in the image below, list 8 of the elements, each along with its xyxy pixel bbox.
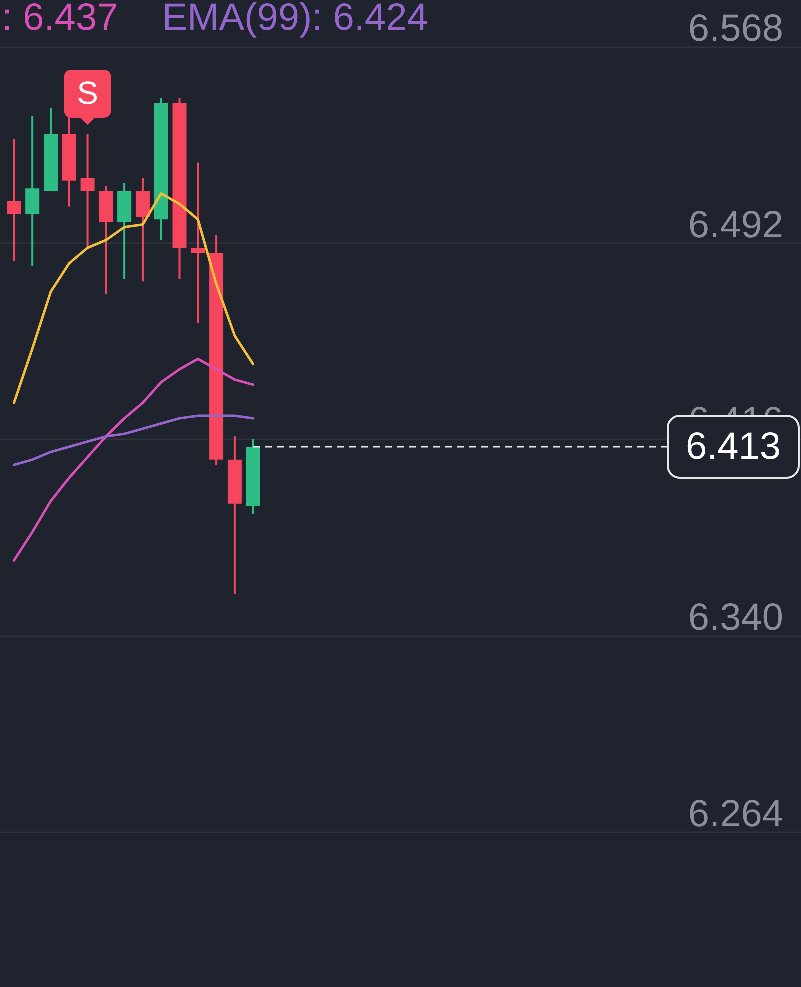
ref-line-label: 6.413 [686,426,782,468]
text: : 6.437 [2,0,118,39]
annotation: S [77,75,98,111]
y-tick-label: 6.340 [688,597,784,640]
text: EMA(99): 6.424 [162,0,428,39]
y-tick-label: 6.568 [688,8,784,50]
y-tick-label: 6.492 [688,204,784,246]
y-tick-label: 6.264 [688,793,784,836]
